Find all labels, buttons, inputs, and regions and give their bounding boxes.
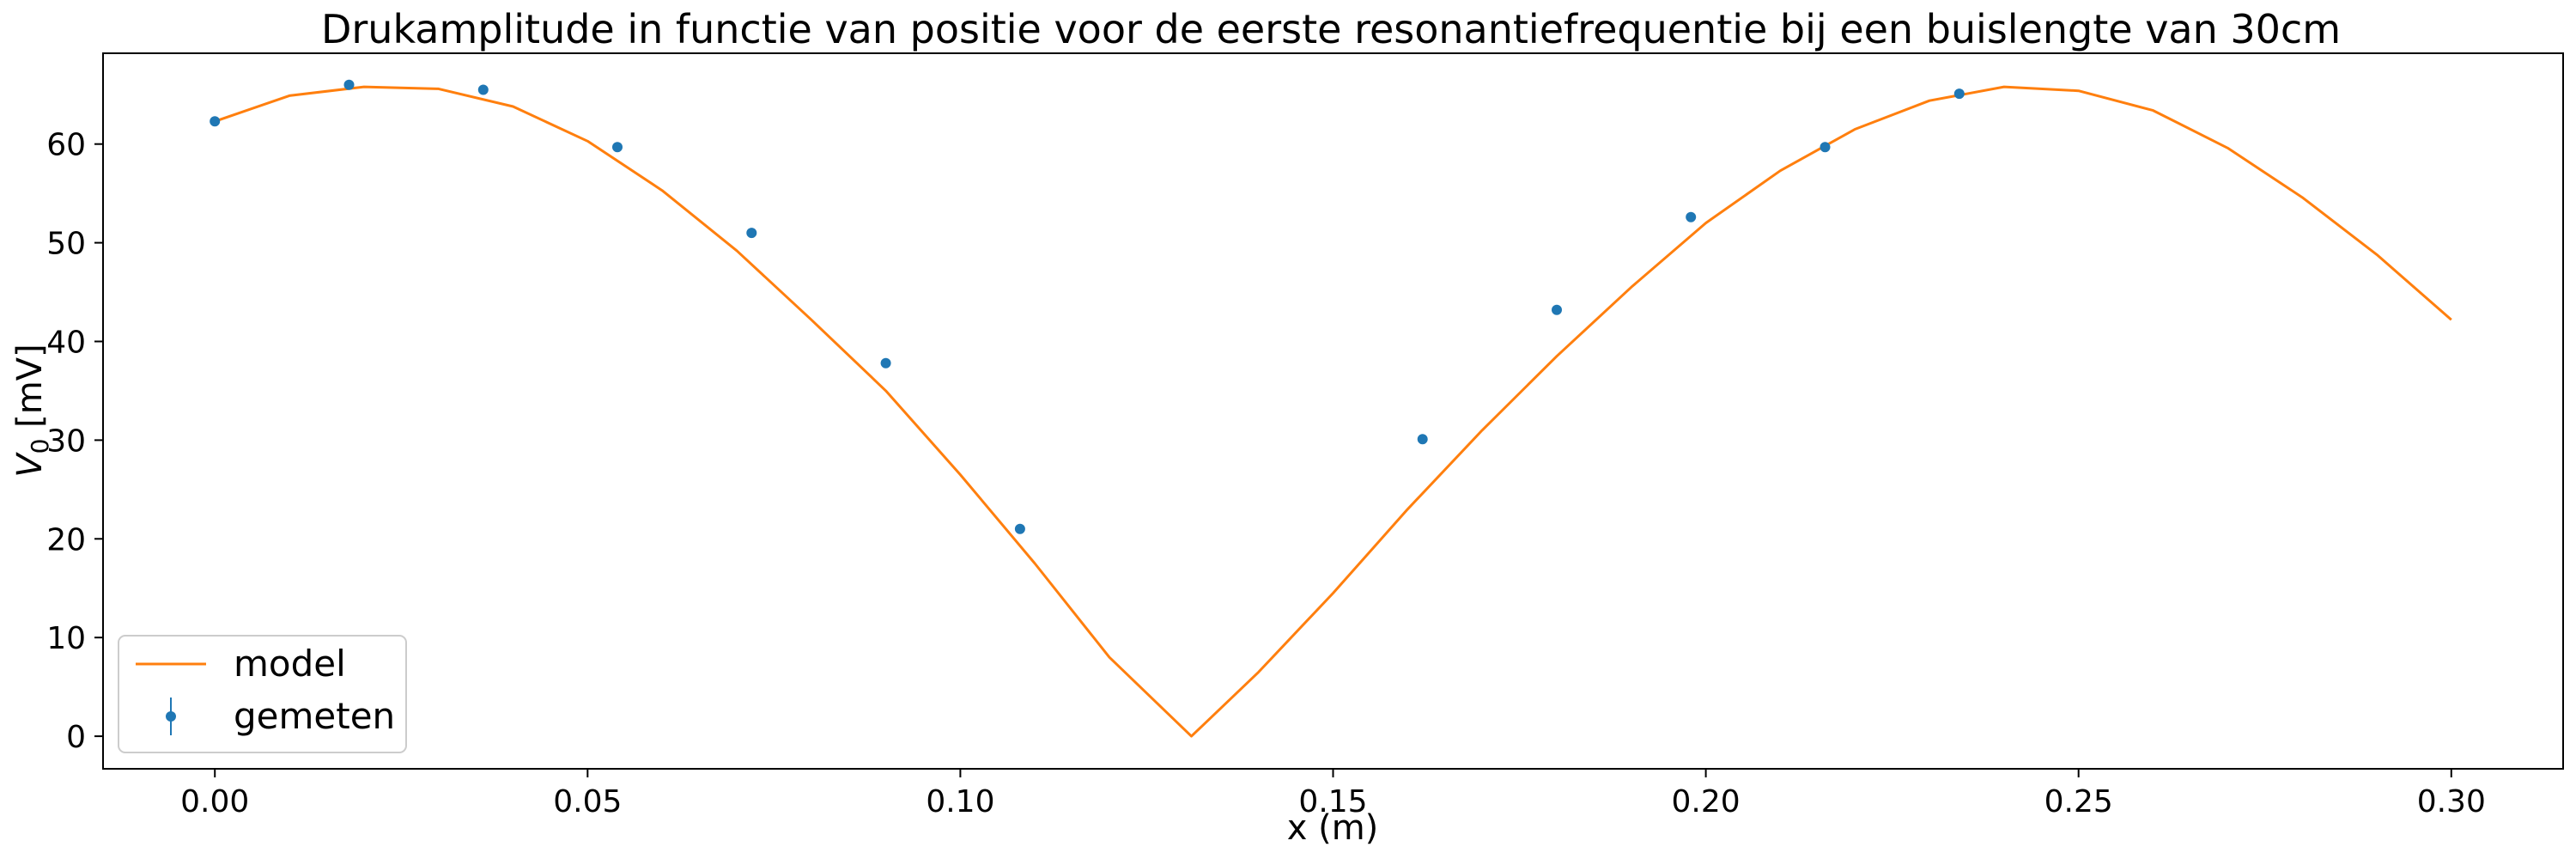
x-axis-label: x (m) [1287,808,1379,848]
legend-gemeten-marker [166,711,176,722]
y-axis-label-main: V [10,452,50,478]
axes-frame [102,52,2564,770]
x-axis-ticks: 0.00 0.05 0.10 0.15 0.20 0.25 0.30 [180,769,2486,819]
data-point [210,116,221,127]
x-tick-label: 0.05 [553,784,622,819]
x-tick-label: 0.30 [2417,784,2486,819]
data-point [612,142,623,153]
legend: model gemeten [118,635,407,753]
x-tick-label: 0.00 [180,784,249,819]
x-tick-label: 0.20 [1672,784,1741,819]
y-axis-label: V0 [mV] [10,344,54,477]
chart-title: Drukamplitude in functie van positie voo… [321,6,2341,52]
data-point [1552,304,1562,315]
model-curve [214,85,2452,738]
y-tick-label: 10 [46,621,86,656]
x-tick-label: 0.15 [1298,784,1367,819]
y-axis-ticks: 0 10 20 30 40 50 60 [46,128,103,755]
y-tick-label: 0 [66,720,86,755]
y-tick-label: 40 [46,325,86,360]
data-point [343,79,355,90]
y-axis-label-subscript: 0 [26,439,54,454]
plot-area: 0.00 0.05 0.10 0.15 0.20 0.25 0.30 0 10 20 30 40 50… [46,52,2564,819]
data-point [1953,88,1965,100]
data-point [1820,142,1831,153]
x-tick-label: 0.25 [2044,784,2113,819]
y-tick-label: 20 [46,522,86,557]
y-tick-label: 60 [46,128,86,163]
data-point [477,84,489,95]
data-point [1417,434,1428,445]
y-axis-label-unit: [mV] [10,344,50,438]
legend-model-label: model [234,643,346,685]
legend-gemeten-label: gemeten [234,695,395,737]
data-point [1686,211,1697,222]
series-layer [210,79,2452,738]
data-point [1014,523,1025,534]
x-tick-label: 0.10 [926,784,994,819]
y-tick-label: 50 [46,227,86,262]
data-point [880,357,891,369]
data-point [746,228,757,239]
y-tick-label: 30 [46,423,86,459]
